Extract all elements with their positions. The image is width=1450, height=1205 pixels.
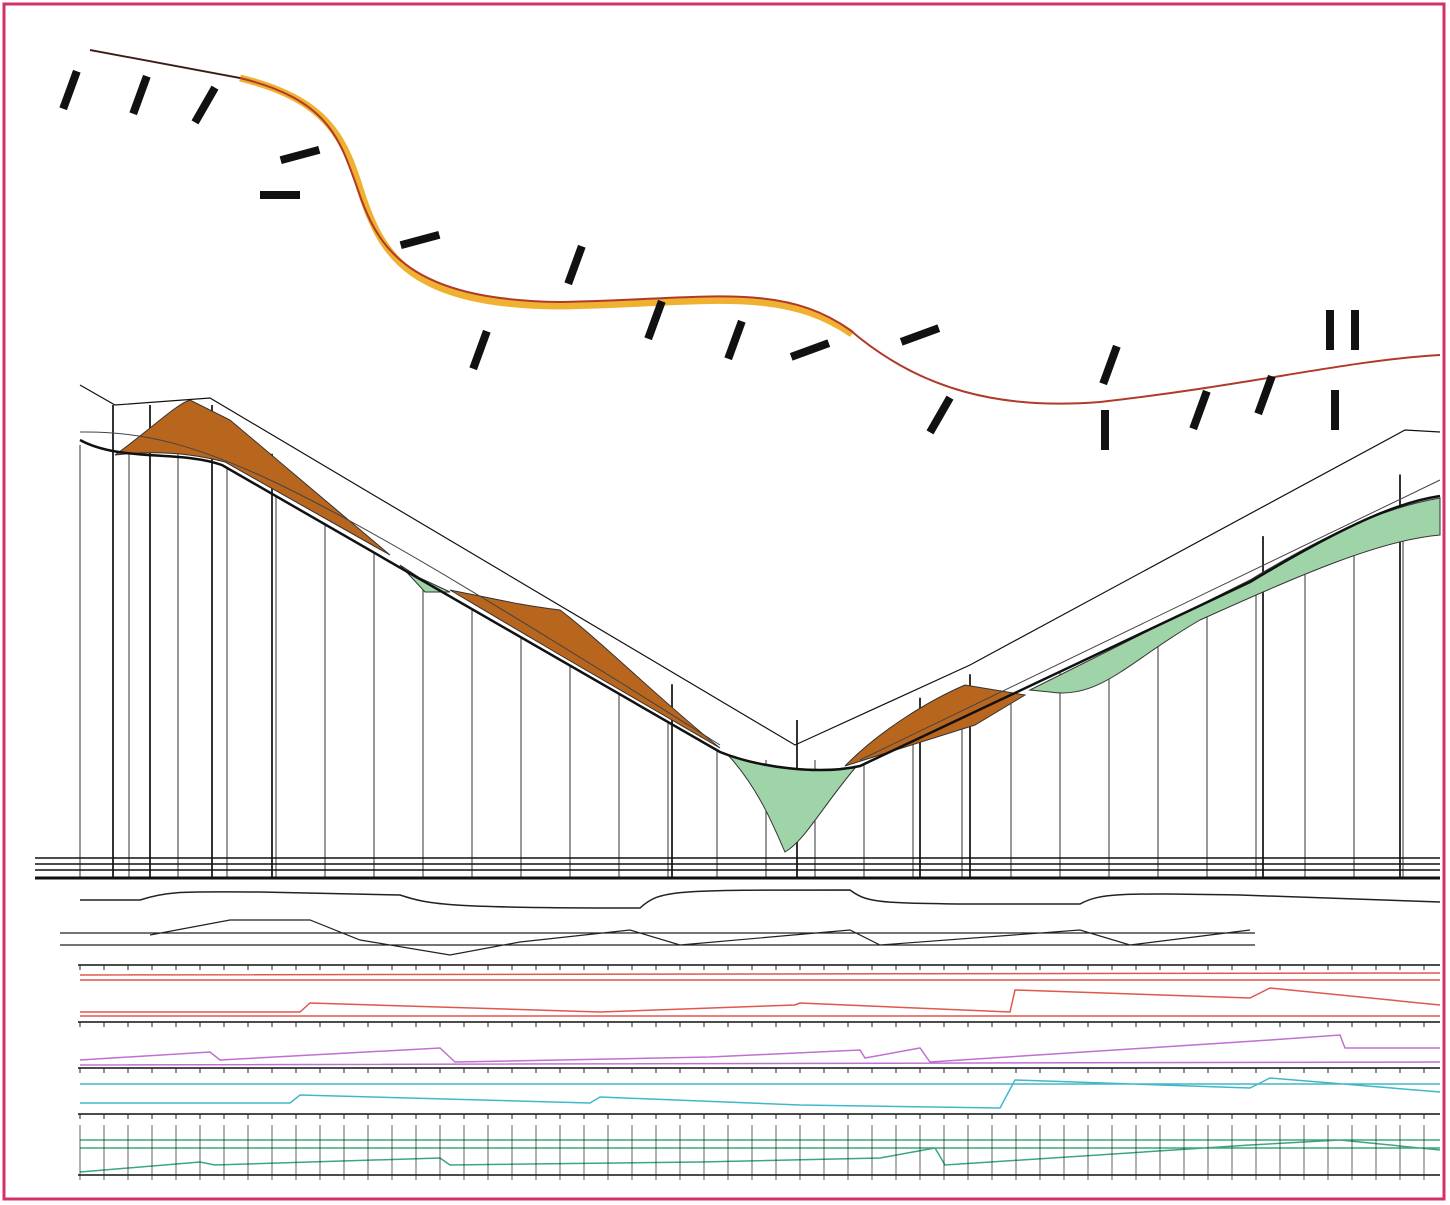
plan-annotation bbox=[564, 244, 586, 286]
plan-annotation bbox=[789, 339, 831, 361]
plan-labels bbox=[59, 69, 1359, 450]
fill-area bbox=[399, 564, 451, 593]
plan-annotation bbox=[724, 319, 746, 361]
station-lines bbox=[79, 405, 1404, 878]
plan-annotation bbox=[644, 299, 666, 341]
design-line bbox=[79, 431, 1441, 761]
band-lines bbox=[35, 857, 1440, 1176]
plan-band bbox=[239, 74, 854, 337]
ground-line bbox=[79, 438, 1441, 772]
plan-annotation bbox=[469, 329, 491, 371]
grade-line bbox=[79, 384, 1441, 746]
plan-annotation bbox=[1099, 344, 1121, 386]
plan-tangent bbox=[89, 49, 241, 79]
plan-annotation bbox=[260, 191, 300, 199]
cyan-profile bbox=[80, 1077, 1441, 1109]
plan-annotation bbox=[129, 74, 151, 116]
cut-area bbox=[449, 589, 721, 749]
band-ticks bbox=[79, 965, 1425, 1180]
plan-alignment bbox=[89, 49, 1441, 405]
plan-annotation bbox=[899, 324, 941, 346]
plan-annotation bbox=[1351, 310, 1359, 350]
red-profile bbox=[80, 987, 1441, 1017]
green-profile bbox=[79, 1139, 1441, 1173]
plan-annotation bbox=[59, 69, 81, 111]
curvature-band bbox=[80, 889, 1441, 909]
plan-annotation bbox=[279, 145, 321, 165]
plan-annotation bbox=[1189, 389, 1211, 431]
plan-annotation bbox=[926, 395, 954, 435]
superelevation-band bbox=[60, 919, 1255, 956]
plan-annotation bbox=[1254, 374, 1276, 416]
plan-annotation bbox=[1331, 390, 1339, 430]
plan-annotation bbox=[1101, 410, 1109, 450]
plan-annotation bbox=[191, 85, 219, 125]
purple-profile bbox=[79, 1034, 1441, 1066]
red-band bbox=[79, 972, 1441, 981]
plan-annotation bbox=[399, 230, 441, 250]
cut-area bbox=[114, 399, 391, 556]
plan-annotation bbox=[1326, 310, 1334, 350]
